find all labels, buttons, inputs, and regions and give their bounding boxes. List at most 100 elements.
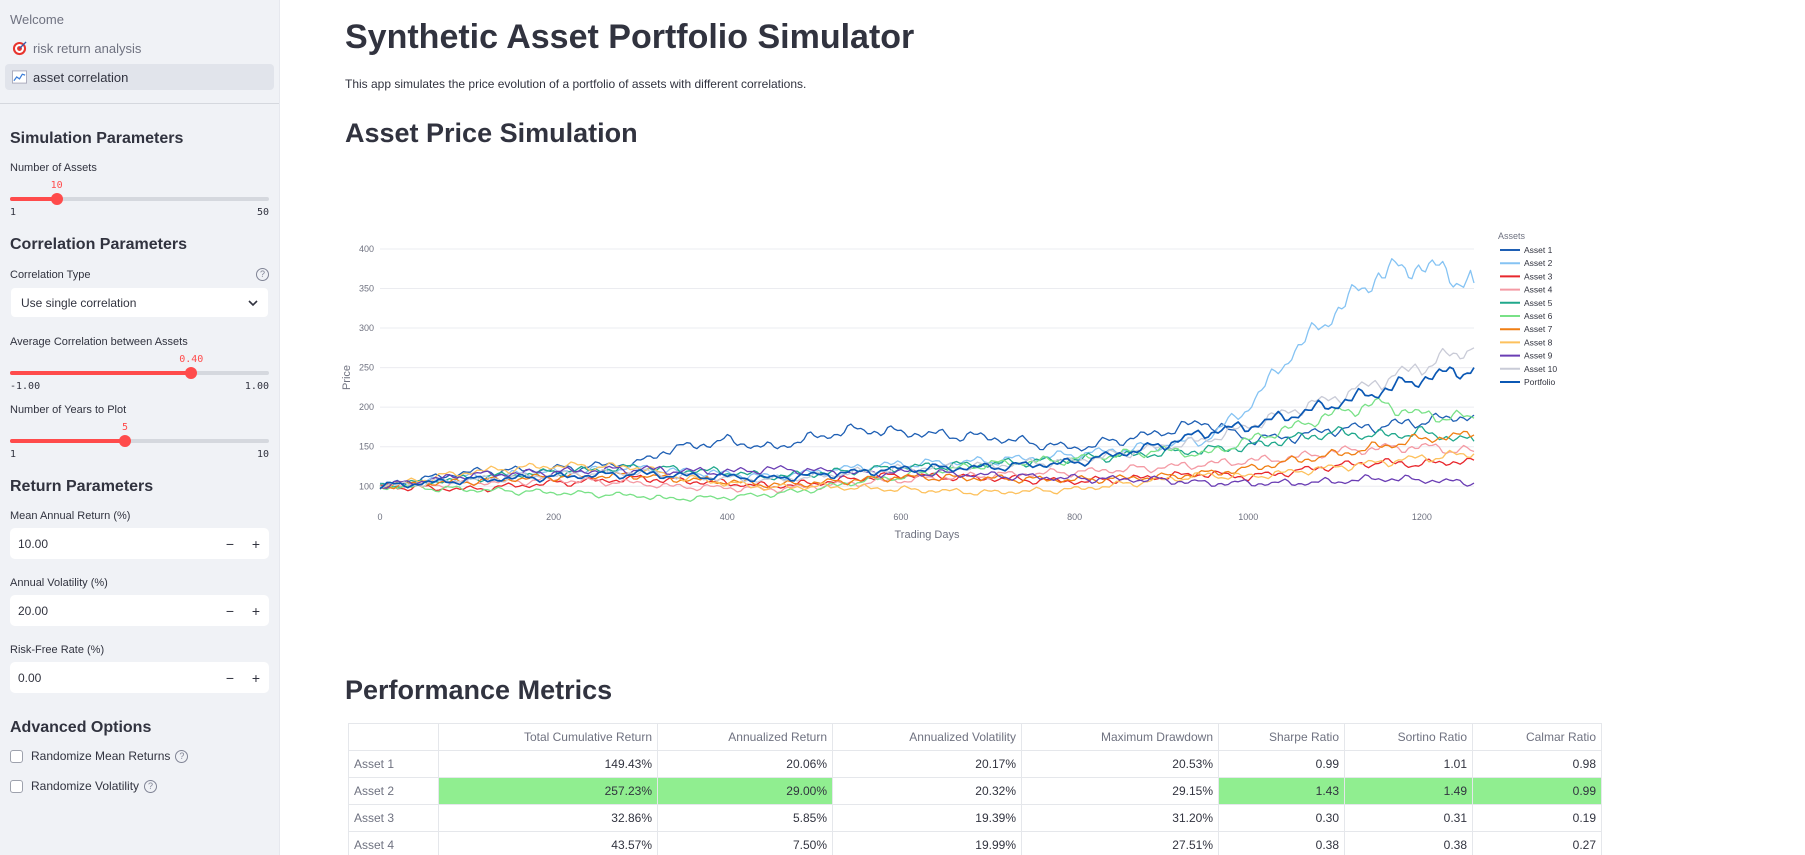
series-line-portfolio [379,366,1475,490]
table-cell-highlight: 29.00% [657,777,833,805]
decrement-button[interactable]: − [225,602,235,619]
x-axis-title: Trading Days [894,529,960,541]
table-cell: 19.39% [832,804,1022,832]
legend-label: Asset 4 [1524,285,1553,295]
checkbox-box[interactable] [10,779,23,793]
table-cell-highlight: 0.99 [1472,777,1602,805]
slider-min: -1.00 [10,381,41,392]
metrics-heading: Performance Metrics [345,675,613,705]
table-cell: 1.01 [1344,750,1473,778]
checkbox-box[interactable] [10,749,23,763]
table-row: Asset 1 149.43% 20.06% 20.17% 20.53% 0.9… [348,750,1602,778]
table-cell: 31.20% [1021,804,1219,832]
chevron-down-icon [248,299,258,306]
series-line-asset-6 [379,397,1475,502]
correlation-type-label: Correlation Type ? [10,268,269,281]
table-cell: 0.38 [1218,831,1345,855]
slider-thumb[interactable] [185,367,198,379]
slider-max: 50 [256,207,269,218]
input-value[interactable]: 20.00 [18,603,49,618]
main-content: Synthetic Asset Portfolio Simulator This… [280,0,1805,855]
years-slider[interactable]: 5 1 10 [10,418,269,464]
label-text: Mean Annual Return (%) [10,510,131,522]
row-header: Asset 2 [348,777,439,805]
table-cell: 43.57% [438,831,658,855]
slider-thumb[interactable] [50,193,63,205]
help-icon[interactable]: ? [175,749,189,763]
legend-label: Asset 8 [1524,337,1553,347]
avg-correlation-slider[interactable]: 0.40 -1.00 1.00 [10,350,269,396]
input-value[interactable]: 10.00 [18,536,49,551]
x-tick-label: 0 [377,512,382,522]
series-line-asset-8 [379,449,1475,496]
row-header: Asset 1 [348,750,439,778]
decrement-button[interactable]: − [225,669,235,686]
table-cell: 7.50% [657,831,833,855]
y-tick-label: 150 [359,442,374,452]
num-assets-slider[interactable]: 10 1 50 [10,176,269,222]
increment-button[interactable]: + [251,602,261,619]
slider-track [10,439,269,443]
label-text: Number of Years to Plot [10,404,127,416]
column-header: Annualized Volatility [832,723,1022,751]
table-cell-highlight: 257.23% [438,777,658,805]
nav-item-label: risk return analysis [33,40,142,56]
legend-label: Portfolio [1524,377,1555,387]
slider-track [10,197,269,201]
x-tick-label: 600 [893,512,908,522]
chart-heading: Asset Price Simulation [345,118,638,148]
nav-item-risk-return-analysis[interactable]: risk return analysis [5,35,274,61]
series-line-asset-5 [379,425,1475,489]
nav-item-welcome[interactable]: Welcome [5,6,274,32]
slider-value: 0.40 [179,354,204,365]
x-tick-label: 400 [720,512,735,522]
legend-label: Asset 1 [1524,245,1553,255]
slider-max: 1.00 [244,381,269,392]
avg-correlation-label: Average Correlation between Assets [10,336,269,348]
label-text: Average Correlation between Assets [10,336,188,348]
section-heading: Simulation Parameters [10,130,184,147]
randomize-volatility-checkbox[interactable]: Randomize Volatility ? [10,779,269,793]
mean-return-input[interactable]: 10.00 − + [10,528,269,559]
slider-thumb[interactable] [118,435,131,447]
help-icon[interactable]: ? [256,268,269,281]
slider-max: 10 [256,449,269,460]
column-header: Total Cumulative Return [438,723,658,751]
table-cell: 20.32% [832,777,1022,805]
y-tick-label: 200 [359,402,374,412]
increment-button[interactable]: + [251,669,261,686]
table-cell: 0.98 [1472,750,1602,778]
volatility-label: Annual Volatility (%) [10,577,269,589]
input-value[interactable]: 0.00 [18,670,42,685]
table-cell: 0.30 [1218,804,1345,832]
checkbox-label: Randomize Volatility [31,779,140,793]
table-header-row: Total Cumulative Return Annualized Retur… [348,723,1602,751]
label-text: Number of Assets [10,162,97,174]
correlation-type-select[interactable]: Use single correlation [10,287,269,318]
price-chart[interactable]: 100 150 200 250 300 350 400 0 200 400 600 800 1000 12… [340,230,1805,630]
volatility-input[interactable]: 20.00 − + [10,595,269,626]
legend-label: Asset 10 [1524,364,1557,374]
decrement-button[interactable]: − [225,535,235,552]
section-heading: Return Parameters [10,478,154,495]
select-value: Use single correlation [21,295,137,310]
nav-item-label: Welcome [10,11,64,27]
chart-line-icon [10,69,28,85]
column-header: Annualized Return [657,723,833,751]
risk-free-input[interactable]: 0.00 − + [10,662,269,693]
randomize-returns-checkbox[interactable]: Randomize Mean Returns ? [10,749,269,763]
y-tick-label: 300 [359,323,374,333]
slider-value: 10 [50,180,63,191]
table-cell-highlight: 1.49 [1344,777,1473,805]
y-axis-title: Price [341,365,353,390]
table-cell: 5.85% [657,804,833,832]
nav-item-asset-correlation[interactable]: asset correlation [5,64,274,90]
column-header: Calmar Ratio [1472,723,1602,751]
help-icon[interactable]: ? [144,779,158,793]
x-tick-label: 1200 [1412,512,1432,522]
table-row: Asset 2 257.23% 29.00% 20.32% 29.15% 1.4… [348,777,1602,805]
checkbox-label: Randomize Mean Returns [31,749,171,763]
sidebar: Welcome risk return analysis asset corre… [0,0,280,855]
increment-button[interactable]: + [251,535,261,552]
label-text: Risk-Free Rate (%) [10,644,105,656]
